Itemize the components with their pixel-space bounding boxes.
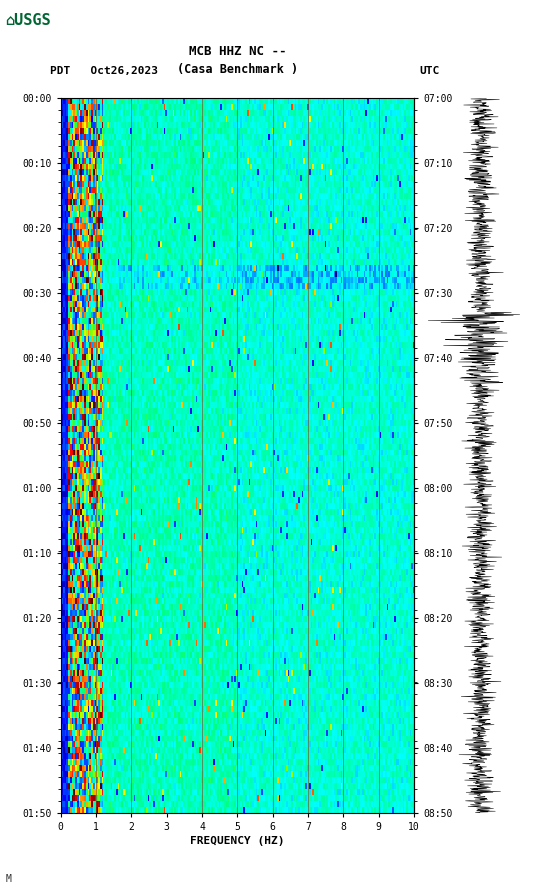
Text: MCB HHZ NC --: MCB HHZ NC -- xyxy=(189,45,286,58)
Text: (Casa Benchmark ): (Casa Benchmark ) xyxy=(177,63,298,76)
Text: UTC: UTC xyxy=(420,66,440,76)
Text: PDT   Oct26,2023: PDT Oct26,2023 xyxy=(50,66,158,76)
X-axis label: FREQUENCY (HZ): FREQUENCY (HZ) xyxy=(190,836,285,846)
Text: ⌂USGS: ⌂USGS xyxy=(6,13,51,29)
Text: M: M xyxy=(6,874,12,884)
